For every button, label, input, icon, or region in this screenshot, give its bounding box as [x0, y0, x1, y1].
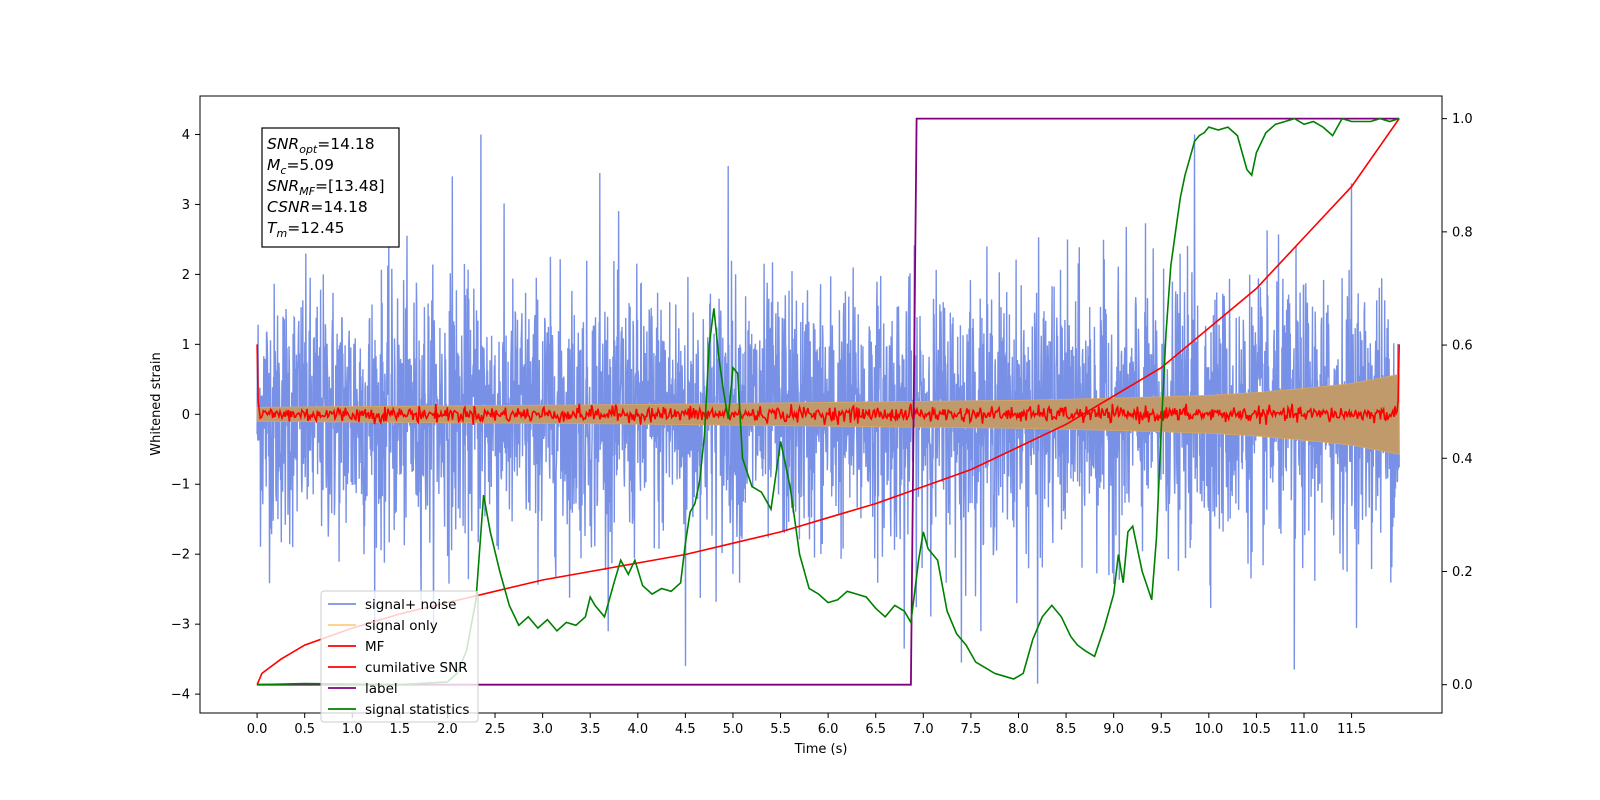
series-mf-line	[256, 344, 1400, 426]
y-tick-label: 3	[182, 198, 190, 213]
x-axis-label: Time (s)	[794, 742, 848, 757]
x-tick-label: 10.5	[1242, 722, 1271, 737]
y-tick-label: −4	[171, 688, 190, 703]
x-tick-label: 0.5	[294, 722, 315, 737]
x-tick-label: 2.0	[437, 722, 458, 737]
annotation-line: SNRopt=14.18	[267, 135, 375, 156]
x-tick-label: 8.5	[1056, 722, 1077, 737]
y-tick-label: 2	[182, 268, 190, 283]
y2-tick-label: 0.8	[1452, 225, 1473, 240]
series-label-line	[257, 117, 1400, 686]
legend-label: MF	[365, 639, 384, 655]
x-tick-label: 11.0	[1290, 722, 1319, 737]
plot-frame	[199, 95, 1443, 714]
y-axis-left: −4 −3 −2 −1 0 1 2 3 4	[171, 128, 200, 703]
x-tick-label: 3.5	[580, 722, 601, 737]
x-tick-label: 0.0	[247, 722, 268, 737]
series-signal-noise-line	[256, 134, 1400, 684]
legend-label: signal+ noise	[365, 597, 456, 613]
legend: signal+ noise signal only MF cumilative SNR…	[320, 590, 479, 723]
legend-label: signal statistics	[365, 702, 469, 718]
x-tick-label: 4.0	[627, 722, 648, 737]
y-axis-label: Whitened strain	[149, 352, 164, 455]
y-tick-label: −3	[171, 618, 190, 633]
series-signal-statistics-line	[257, 117, 1400, 686]
x-tick-label: 5.5	[770, 722, 791, 737]
x-tick-label: 6.0	[818, 722, 839, 737]
x-tick-label: 2.5	[485, 722, 506, 737]
y-tick-label: 1	[182, 338, 190, 353]
x-tick-label: 3.0	[532, 722, 553, 737]
y2-tick-label: 1.0	[1452, 112, 1473, 127]
x-axis: 0.0 0.5 1.0 1.5 2.0 2.5 3.0 3.5 4.0 4.5 5.0 5.5 6.0 6…	[247, 713, 1366, 737]
legend-label: signal only	[365, 618, 438, 634]
x-tick-label: 5.0	[723, 722, 744, 737]
y2-tick-label: 0.2	[1452, 565, 1473, 580]
x-tick-label: 7.5	[961, 722, 982, 737]
x-tick-label: 1.5	[390, 722, 411, 737]
y-axis-right: 0.0 0.2 0.4 0.6 0.8 1.0	[1442, 112, 1473, 693]
y2-tick-label: 0.0	[1452, 678, 1473, 693]
annotation-line: Tm=12.45	[267, 219, 345, 240]
x-tick-label: 8.0	[1008, 722, 1029, 737]
annotation-line: SNRMF=[13.48]	[267, 177, 385, 198]
y2-tick-label: 0.4	[1452, 452, 1473, 467]
x-tick-label: 4.5	[675, 722, 696, 737]
x-tick-label: 1.0	[342, 722, 363, 737]
x-tick-label: 10.0	[1194, 722, 1223, 737]
y-tick-label: −2	[171, 548, 190, 563]
annotation-box: SNRopt=14.18Mc=5.09SNRMF=[13.48]CSNR=14.…	[261, 127, 400, 248]
y-tick-label: 0	[182, 408, 190, 423]
x-tick-label: 9.5	[1151, 722, 1172, 737]
annotation-box-frame	[261, 127, 400, 248]
y-tick-label: 4	[182, 128, 190, 143]
annotation-line: Mc=5.09	[267, 156, 334, 177]
x-tick-label: 9.0	[1103, 722, 1124, 737]
legend-label: label	[365, 681, 398, 697]
annotation-line: CSNR=14.18	[267, 198, 368, 216]
x-tick-label: 7.0	[913, 722, 934, 737]
y2-tick-label: 0.6	[1452, 339, 1473, 354]
legend-label: cumilative SNR	[365, 660, 468, 676]
x-tick-label: 6.5	[865, 722, 886, 737]
legend-frame	[320, 590, 479, 723]
x-tick-label: 11.5	[1337, 722, 1366, 737]
y-tick-label: −1	[171, 478, 190, 493]
